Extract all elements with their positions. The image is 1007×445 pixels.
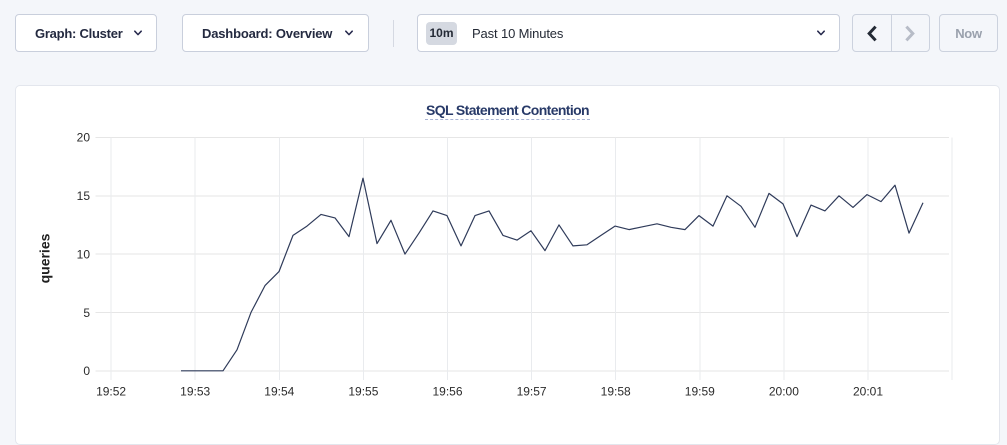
svg-text:19:52: 19:52 xyxy=(96,385,126,399)
svg-text:0: 0 xyxy=(83,364,90,378)
svg-text:19:55: 19:55 xyxy=(348,385,378,399)
svg-text:10: 10 xyxy=(77,247,91,261)
svg-text:5: 5 xyxy=(83,306,90,320)
svg-text:19:54: 19:54 xyxy=(264,385,294,399)
svg-text:20: 20 xyxy=(77,131,91,145)
svg-text:19:59: 19:59 xyxy=(685,385,715,399)
svg-text:19:58: 19:58 xyxy=(601,385,631,399)
svg-text:queries: queries xyxy=(37,233,53,283)
svg-text:19:57: 19:57 xyxy=(517,385,547,399)
svg-text:20:01: 20:01 xyxy=(853,385,883,399)
svg-text:20:00: 20:00 xyxy=(769,385,799,399)
svg-text:19:56: 19:56 xyxy=(432,385,462,399)
svg-text:15: 15 xyxy=(77,189,91,203)
svg-text:19:53: 19:53 xyxy=(180,385,210,399)
